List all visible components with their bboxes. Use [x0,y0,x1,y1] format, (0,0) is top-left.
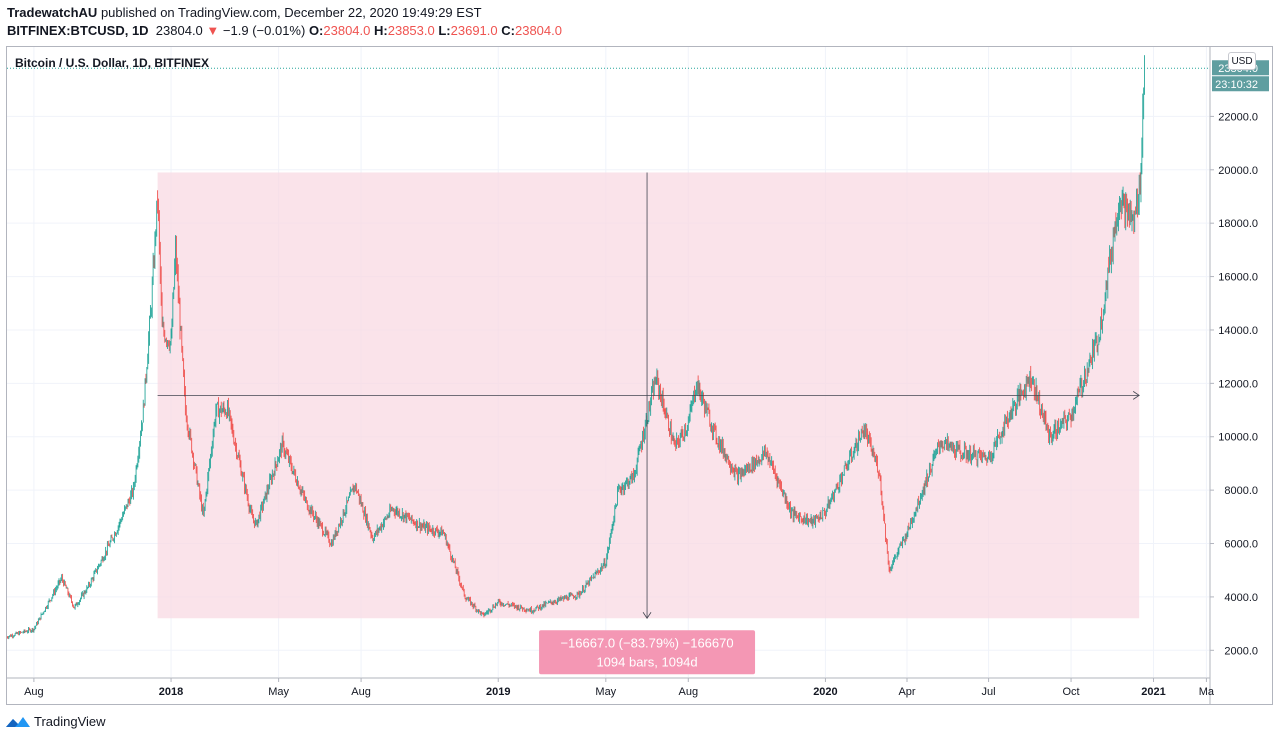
last-price: 23804.0 [155,23,203,38]
close-value: 23804.0 [514,23,562,38]
time-tick-label: May [268,686,289,698]
time-tick-label: 2020 [813,686,837,698]
tradingview-logo-icon [6,716,30,727]
publish-header: TradewatchAU published on TradingView.co… [7,5,482,20]
high-label: H: [374,23,388,38]
currency-button[interactable]: USD [1228,52,1256,70]
low-value: 23691.0 [450,23,498,38]
open-label: O: [308,23,324,38]
time-tick-label: Aug [678,686,698,698]
time-tick-label: 2021 [1141,686,1165,698]
time-tick-label: 2019 [486,686,510,698]
chart-frame [6,46,1273,705]
author-name[interactable]: TradewatchAU [7,5,98,20]
price-tick-label: 10000.0 [1218,432,1258,444]
chart-title: Bitcoin / U.S. Dollar, 1D, BITFINEX [15,56,209,70]
candles [7,55,1146,640]
price-tick-label: 18000.0 [1218,218,1258,230]
price-tick-label: 8000.0 [1224,485,1258,497]
time-tick-label: Aug [351,686,371,698]
symbol-label: BITFINEX:BTCUSD, 1D [7,23,149,38]
time-tick-label: Jul [982,686,996,698]
price-tick-label: 20000.0 [1218,165,1258,177]
time-tick-label: Ma [1199,686,1215,698]
measure-label-bars: 1094 bars, 1094d [596,654,697,669]
arrowhead-right-icon [1132,391,1140,400]
countdown-badge [1212,76,1269,92]
price-tick-label: 12000.0 [1218,378,1258,390]
open-value: 23804.0 [323,23,371,38]
price-tick-label: 4000.0 [1224,592,1258,604]
price-tick-label: 14000.0 [1218,325,1258,337]
tradingview-brand: TradingView [34,714,106,729]
measure-label-change: −16667.0 (−83.79%) −166670 [560,635,733,650]
countdown-badge-text: 23:10:32 [1215,79,1258,91]
price-tick-label: 6000.0 [1224,539,1258,551]
time-tick-label: 2018 [159,686,183,698]
published-text: published on TradingView.com, December 2… [100,5,482,20]
price-tick-label: 16000.0 [1218,272,1258,284]
down-arrow-icon: ▼ [206,23,220,38]
price-tick-label: 2000.0 [1224,645,1258,657]
time-tick-label: Aug [24,686,44,698]
ohlc-header: BITFINEX:BTCUSD, 1D 23804.0 ▼ −1.9 (−0.0… [7,23,562,38]
time-tick-label: May [595,686,616,698]
high-value: 23853.0 [387,23,435,38]
price-tick-label: 22000.0 [1218,111,1258,123]
change-value: −1.9 (−0.01%) [222,23,306,38]
low-label: L: [438,23,451,38]
measure-label-box [539,630,756,675]
time-tick-label: Apr [898,686,915,698]
tradingview-footer[interactable]: TradingView [6,714,106,729]
arrowhead-down-icon [642,612,652,619]
time-tick-label: Oct [1062,686,1079,698]
close-label: C: [501,23,515,38]
